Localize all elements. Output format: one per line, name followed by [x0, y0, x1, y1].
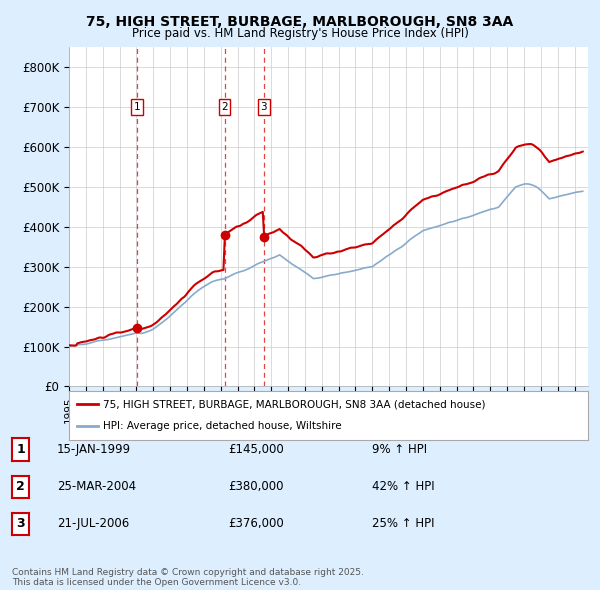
Text: £376,000: £376,000 [228, 517, 284, 530]
Text: 21-JUL-2006: 21-JUL-2006 [57, 517, 129, 530]
Text: 25-MAR-2004: 25-MAR-2004 [57, 480, 136, 493]
Text: 15-JAN-1999: 15-JAN-1999 [57, 443, 131, 456]
Text: 3: 3 [260, 102, 267, 112]
Text: £145,000: £145,000 [228, 443, 284, 456]
Text: 75, HIGH STREET, BURBAGE, MARLBOROUGH, SN8 3AA: 75, HIGH STREET, BURBAGE, MARLBOROUGH, S… [86, 15, 514, 29]
Text: £380,000: £380,000 [228, 480, 284, 493]
Text: HPI: Average price, detached house, Wiltshire: HPI: Average price, detached house, Wilt… [103, 421, 341, 431]
Text: 9% ↑ HPI: 9% ↑ HPI [372, 443, 427, 456]
Text: Contains HM Land Registry data © Crown copyright and database right 2025.
This d: Contains HM Land Registry data © Crown c… [12, 568, 364, 587]
Text: 1: 1 [16, 443, 25, 456]
Text: 3: 3 [16, 517, 25, 530]
Text: 25% ↑ HPI: 25% ↑ HPI [372, 517, 434, 530]
Text: 42% ↑ HPI: 42% ↑ HPI [372, 480, 434, 493]
Text: 2: 2 [16, 480, 25, 493]
Text: 1: 1 [134, 102, 140, 112]
Text: Price paid vs. HM Land Registry's House Price Index (HPI): Price paid vs. HM Land Registry's House … [131, 27, 469, 40]
Text: 75, HIGH STREET, BURBAGE, MARLBOROUGH, SN8 3AA (detached house): 75, HIGH STREET, BURBAGE, MARLBOROUGH, S… [103, 399, 485, 409]
Text: 2: 2 [221, 102, 228, 112]
